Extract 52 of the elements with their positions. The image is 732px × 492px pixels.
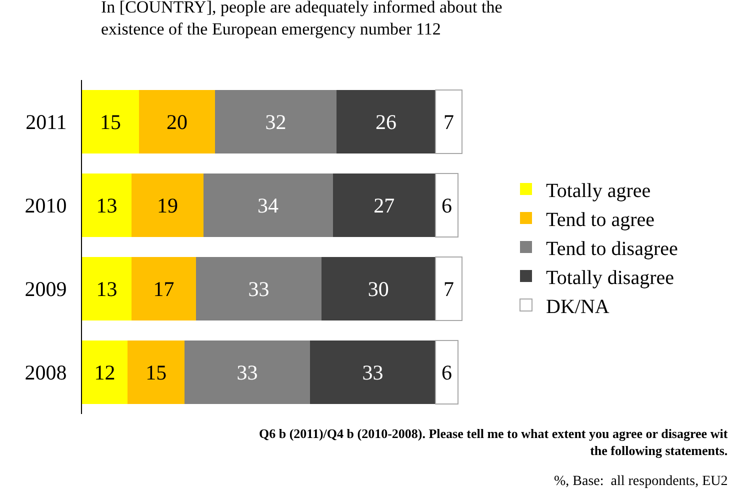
bar [204, 174, 333, 237]
y-tick-label: 2010 [24, 194, 67, 218]
data-label: 7 [443, 110, 454, 134]
bar [82, 174, 132, 237]
bar [332, 174, 436, 237]
data-label: 6 [442, 193, 452, 218]
bar [215, 90, 337, 154]
bar [82, 340, 128, 404]
data-label: 12 [94, 360, 116, 384]
data-label: 33 [362, 360, 384, 384]
data-label: 33 [236, 360, 258, 384]
bar [128, 340, 185, 404]
bar [82, 257, 132, 320]
data-label: 15 [146, 360, 167, 384]
data-label: 19 [157, 193, 178, 218]
data-label: 34 [257, 193, 279, 218]
data-label: 13 [96, 193, 118, 218]
data-label: 33 [248, 276, 270, 301]
bar [131, 257, 196, 320]
bar [184, 340, 310, 404]
bar [82, 90, 139, 154]
legend-label: Totally disagree [546, 266, 674, 289]
data-label: 6 [442, 360, 452, 384]
legend-label: Tend to agree [546, 208, 655, 231]
data-label: 30 [368, 276, 389, 301]
data-label: 27 [374, 193, 395, 218]
legend-label: Totally agree [546, 180, 651, 202]
text: Q6 b (2011)/Q4 b (2010-2008). Please tell me to what extent you agree or disagree wit the following statements. [259, 426, 728, 458]
data-label: 17 [153, 276, 174, 301]
bar [434, 256, 462, 321]
chart-title: In [COUNTRY], people are adequately informed about the existence of the European emergency number 112 [101, 0, 502, 38]
text: %, Base: all respondents, EU2 [554, 474, 728, 489]
data-label: 32 [265, 110, 286, 134]
data-label: 7 [443, 276, 454, 301]
data-label: 20 [166, 110, 188, 134]
bar [434, 173, 459, 238]
data-label: 15 [100, 110, 121, 134]
data-label: 26 [376, 110, 396, 134]
y-tick-label: 2009 [24, 277, 67, 302]
bar [310, 340, 436, 404]
bar [336, 90, 436, 154]
bar [139, 90, 215, 154]
bar [434, 90, 462, 154]
bar [434, 340, 459, 404]
bar [196, 257, 322, 320]
data-label: 13 [96, 276, 118, 301]
legend-label: DK/NA [546, 296, 610, 318]
legend-label: Tend to disagree [546, 238, 678, 260]
bar [321, 257, 436, 320]
bar [131, 174, 204, 237]
y-tick-label: 2011 [26, 110, 67, 134]
y-tick-label: 2008 [24, 360, 67, 385]
